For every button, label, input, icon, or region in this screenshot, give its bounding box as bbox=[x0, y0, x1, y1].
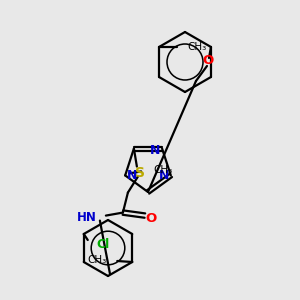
Text: CH₃: CH₃ bbox=[153, 165, 172, 176]
Text: CH₃: CH₃ bbox=[87, 255, 106, 265]
Text: HN: HN bbox=[77, 211, 97, 224]
Text: N: N bbox=[127, 169, 137, 182]
Text: Cl: Cl bbox=[97, 238, 110, 250]
Text: S: S bbox=[135, 166, 145, 180]
Text: CH₃: CH₃ bbox=[187, 42, 206, 52]
Text: N: N bbox=[150, 144, 160, 157]
Text: N: N bbox=[159, 169, 169, 182]
Text: O: O bbox=[145, 212, 157, 225]
Text: O: O bbox=[202, 55, 214, 68]
